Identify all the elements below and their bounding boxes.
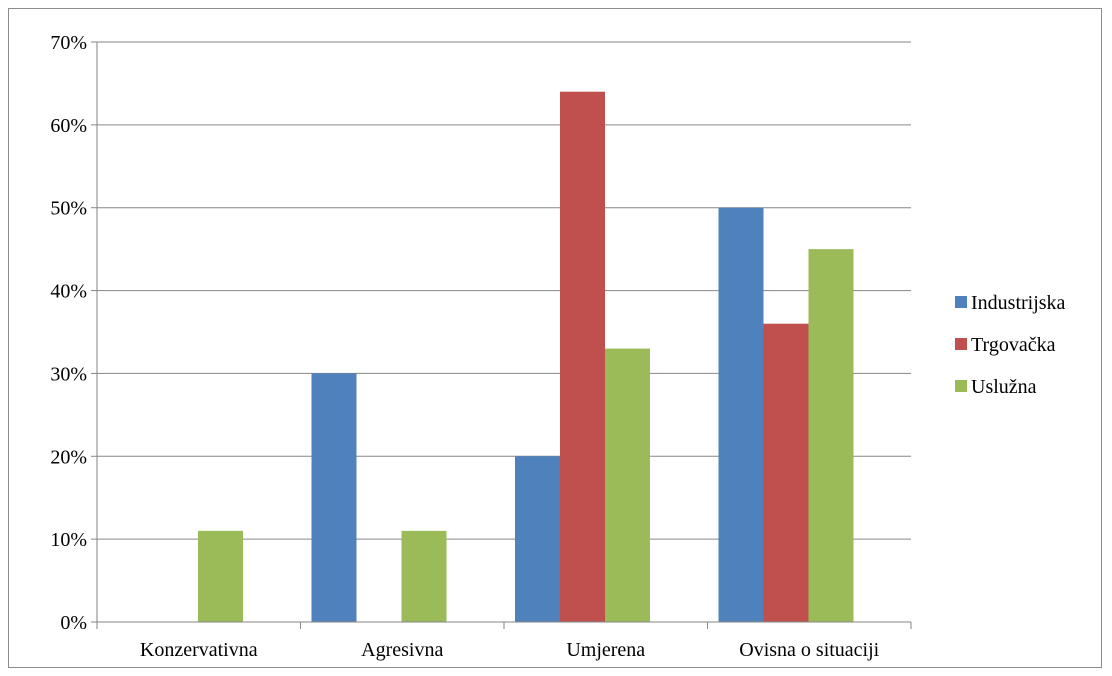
legend-label: Uslužna [971, 376, 1037, 398]
bar-industrijska-1 [311, 373, 357, 622]
legend-swatch [955, 296, 967, 308]
x-category-label: Ovisna o situaciji [739, 639, 879, 661]
legend-label: Trgovačka [971, 334, 1056, 356]
x-category-label: Konzervativna [140, 639, 258, 661]
bars [198, 91, 854, 622]
bar-trgova-ka-2 [560, 91, 605, 622]
legend: Industrijska Trgovačka Uslužna [955, 292, 1066, 398]
y-tick-label: 60% [50, 115, 87, 137]
y-tick-label: 50% [50, 198, 87, 220]
y-tick-label: 0% [60, 612, 87, 634]
legend-swatch [955, 338, 967, 350]
y-tick-label: 20% [50, 446, 87, 468]
bar-uslu-na-2 [605, 348, 650, 622]
y-tick-label: 70% [50, 32, 87, 54]
axes [91, 41, 912, 629]
y-tick-label: 40% [50, 281, 87, 303]
bar-uslu-na-3 [808, 249, 854, 622]
y-tick-label: 10% [50, 529, 87, 551]
bar-industrijska-3 [718, 207, 764, 622]
bar-trgova-ka-3 [763, 323, 809, 622]
bar-industrijska-2 [515, 456, 560, 622]
x-category-label: Agresivna [361, 639, 443, 661]
bar-uslu-na-1 [401, 530, 447, 622]
axis-labels: 0% 10% 20% 30% 40% 50% 60% 70% Konzervativna Agre… [50, 32, 879, 661]
x-category-label: Umjerena [566, 639, 645, 661]
legend-label: Industrijska [971, 292, 1066, 314]
y-tick-label: 30% [50, 363, 87, 385]
bar-uslu-na-0 [198, 530, 243, 622]
legend-swatch [955, 380, 967, 392]
